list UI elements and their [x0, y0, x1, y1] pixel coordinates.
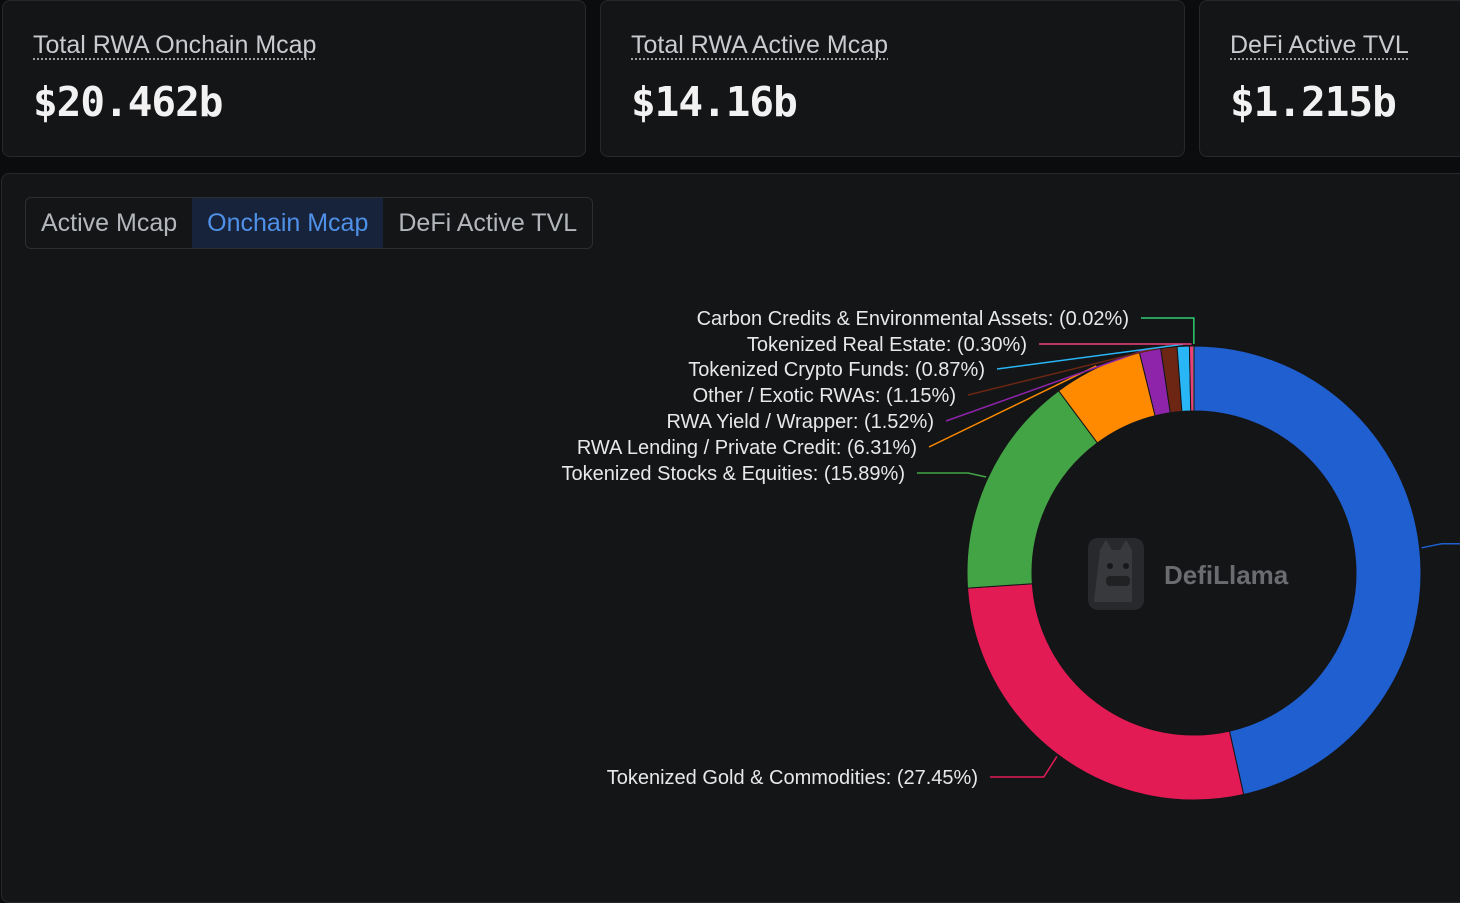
leader-line-tokenized-gold-commodities [990, 756, 1057, 777]
label-tokenized-gold-commodities: Tokenized Gold & Commodities: (27.45%) [607, 767, 978, 789]
stat-label[interactable]: Total RWA Onchain Mcap [33, 31, 316, 60]
stat-value: $20.462b [33, 78, 222, 126]
label-other-exotic-rwas: Other / Exotic RWAs: (1.15%) [693, 385, 956, 407]
stat-label[interactable]: Total RWA Active Mcap [631, 31, 888, 60]
label-tokenized-stocks-equities: Tokenized Stocks & Equities: (15.89%) [561, 463, 905, 485]
label-rwa-lending-private-credit: RWA Lending / Private Credit: (6.31%) [577, 437, 917, 459]
watermark: DefiLlama [1088, 538, 1289, 610]
tab-defi-active-tvl[interactable]: DeFi Active TVL [383, 198, 592, 248]
chart-panel: DefiLlama Tokenized Gold & Commodities: … [1, 173, 1460, 903]
stat-card-defi-tvl: DeFi Active TVL $1.215b [1199, 0, 1460, 157]
leader-line-carbon-credits-environmental-assets [1141, 318, 1194, 344]
leader-line-unlabeled-cut-off [1422, 544, 1460, 548]
tab-onchain-mcap[interactable]: Onchain Mcap [192, 198, 383, 248]
watermark-text: DefiLlama [1164, 560, 1289, 590]
llama-logo-icon [1088, 538, 1144, 610]
stat-value: $1.215b [1230, 78, 1396, 126]
donut-chart: DefiLlama Tokenized Gold & Commodities: … [2, 174, 1460, 903]
slice-tokenized-gold-commodities[interactable] [968, 584, 1244, 800]
label-tokenized-crypto-funds: Tokenized Crypto Funds: (0.87%) [688, 359, 985, 381]
stat-card-onchain-mcap: Total RWA Onchain Mcap $20.462b [2, 0, 586, 157]
stat-label[interactable]: DeFi Active TVL [1230, 31, 1409, 60]
slice-tokenized-stocks-equities[interactable] [967, 391, 1097, 588]
leader-line-tokenized-stocks-equities [917, 473, 986, 477]
stat-value: $14.16b [631, 78, 797, 126]
label-rwa-yield-wrapper: RWA Yield / Wrapper: (1.52%) [666, 411, 934, 433]
metric-tabs: Active Mcap Onchain Mcap DeFi Active TVL [25, 197, 593, 249]
slice-tokenized-real-estate[interactable] [1189, 346, 1193, 411]
stat-card-active-mcap: Total RWA Active Mcap $14.16b [600, 0, 1185, 157]
label-carbon-credits-environmental-assets: Carbon Credits & Environmental Assets: (… [697, 308, 1129, 330]
tab-active-mcap[interactable]: Active Mcap [26, 198, 192, 248]
label-tokenized-real-estate: Tokenized Real Estate: (0.30%) [747, 334, 1027, 356]
